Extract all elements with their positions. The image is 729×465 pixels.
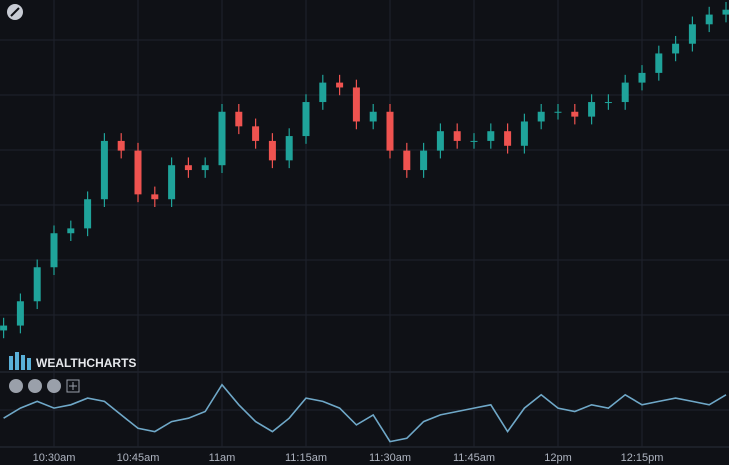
candle-body [588, 102, 596, 117]
candle-body [386, 111, 394, 151]
candle-body [672, 43, 680, 54]
candle-body [655, 53, 663, 73]
candle-body [84, 199, 92, 229]
candle-body [604, 102, 612, 104]
x-tick-label: 11am [209, 452, 236, 464]
x-tick-label: 10:30am [33, 452, 76, 464]
logo-text: WEALTHCHARTS [36, 356, 136, 370]
candle-body [453, 131, 461, 141]
x-tick-label: 11:30am [369, 452, 411, 464]
oscillator-line [3, 383, 727, 443]
candle-body [268, 140, 276, 161]
candle-body [487, 131, 495, 141]
candle-body [504, 131, 512, 146]
candle-body [688, 24, 696, 44]
x-tick-label: 10:45am [117, 452, 160, 464]
candle-body [168, 165, 176, 200]
candle-body [201, 165, 209, 171]
candle-body [151, 194, 159, 200]
x-tick-label: 11:15am [285, 452, 327, 464]
candle-body [571, 111, 579, 117]
candle-body [554, 111, 562, 113]
candle-body [638, 72, 646, 83]
candle-body [100, 140, 108, 200]
candle-body [537, 111, 545, 122]
candle-body [218, 111, 226, 166]
candle-body [621, 82, 629, 103]
candle-body [16, 301, 24, 326]
candle-body [184, 165, 192, 171]
top-icon[interactable] [7, 4, 23, 20]
panel-controls[interactable] [9, 379, 80, 393]
candle-body [403, 150, 411, 171]
candle-body [319, 82, 327, 103]
candle-body [134, 150, 142, 195]
candle-body [470, 140, 478, 142]
candle-body [420, 150, 428, 171]
x-tick-label: 12pm [544, 452, 572, 464]
logo: WEALTHCHARTS [9, 352, 136, 370]
x-tick-label: 12:15pm [621, 452, 664, 464]
candle-body [302, 102, 310, 137]
candle-body [436, 131, 444, 151]
candle-body [33, 267, 41, 302]
candle-body [0, 325, 8, 331]
candle-body [252, 126, 260, 141]
x-tick-label: 11:45am [453, 452, 495, 464]
candle-body [369, 111, 377, 122]
candle-body [520, 121, 528, 146]
candle-body [705, 14, 713, 25]
candle-body [722, 9, 729, 15]
candle-body [50, 233, 58, 268]
candle-body [285, 136, 293, 161]
candle-body [117, 140, 125, 151]
candle-body [67, 228, 75, 234]
candle-body [336, 82, 344, 88]
candle-body [235, 111, 243, 127]
candle-body [352, 87, 360, 122]
